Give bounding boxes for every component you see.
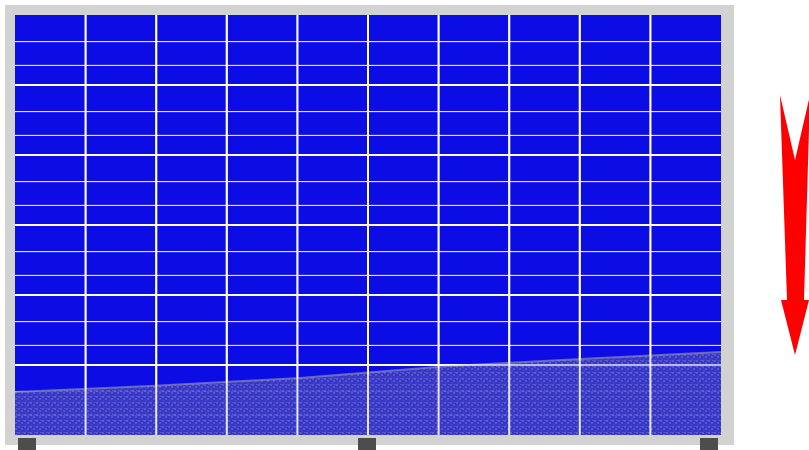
- mounting-foot-right: [700, 438, 718, 450]
- dirt-top-edge: [14, 351, 722, 393]
- panel-gridlines-over-dirt: [15, 15, 721, 435]
- mounting-foot-left: [18, 438, 36, 450]
- arrow-down-icon: [780, 95, 809, 355]
- mounting-foot-center: [358, 438, 376, 450]
